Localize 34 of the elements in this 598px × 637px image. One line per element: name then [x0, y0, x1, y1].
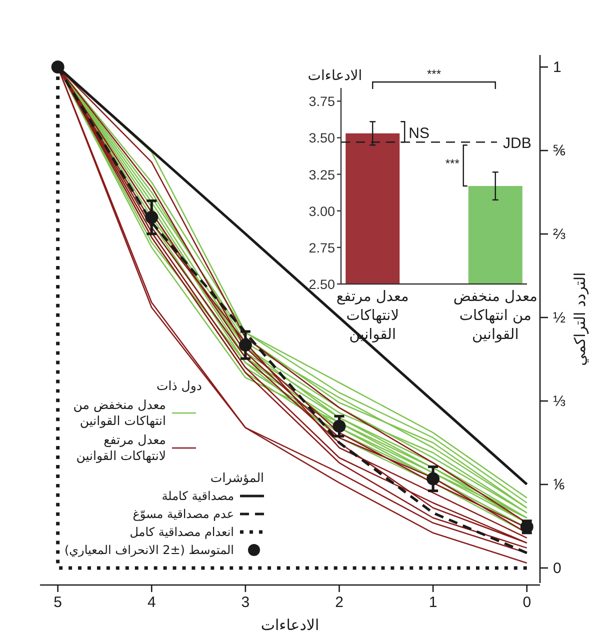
y-axis-title: الادعاءات [308, 68, 362, 84]
x-axis-title: الادعاءات [260, 616, 320, 634]
y-tick-label: 3.50 [308, 130, 335, 146]
y-tick-label: 0 [553, 560, 562, 577]
x-tick-label: 3 [241, 594, 250, 611]
y-tick-label: 3.00 [308, 204, 335, 219]
y-tick-label: ⅔ [553, 226, 566, 243]
y-tick-label: 1 [553, 59, 562, 76]
legend-label: معدل منخفض من انتهاكات القوانين [72, 397, 166, 429]
x-tick-label: 1 [428, 594, 438, 611]
annotation: *** [426, 67, 442, 81]
y-tick-label: ⅓ [553, 393, 566, 410]
legend-label: معدل مرتفع لانتهاكات القوانين [75, 432, 166, 464]
annotation: NS [408, 124, 430, 142]
legend-title: دول ذات [156, 378, 202, 394]
ref-line-label: JDB [503, 135, 532, 152]
y-tick-label: 2.75 [308, 240, 335, 256]
annotation: *** [445, 156, 460, 171]
y-axis-title: التردد التراكمي [571, 272, 589, 366]
annotation: المؤشرات [209, 470, 264, 486]
x-tick-label: 0 [522, 594, 532, 611]
y-tick-label: ⅙ [553, 476, 565, 494]
y-tick-label: 3.75 [308, 94, 335, 110]
y-tick-label: ½ [553, 309, 566, 326]
x-tick-label: 5 [54, 594, 62, 611]
x-tick-label: 2 [335, 594, 344, 611]
legend-label: انعدام مصداقية كامل [130, 524, 234, 540]
legend-label: المتوسط (±2 الانحراف المعياري) [64, 542, 234, 558]
y-tick-label: 2.50 [308, 277, 335, 292]
legend-label: عدم مصداقية مسوّغ [132, 506, 234, 522]
legend-label: مصداقية كاملة [162, 488, 234, 504]
y-tick-label: 3.25 [308, 167, 335, 182]
y-tick-label: ⅚ [553, 142, 566, 160]
x-tick-label: 4 [147, 594, 156, 611]
